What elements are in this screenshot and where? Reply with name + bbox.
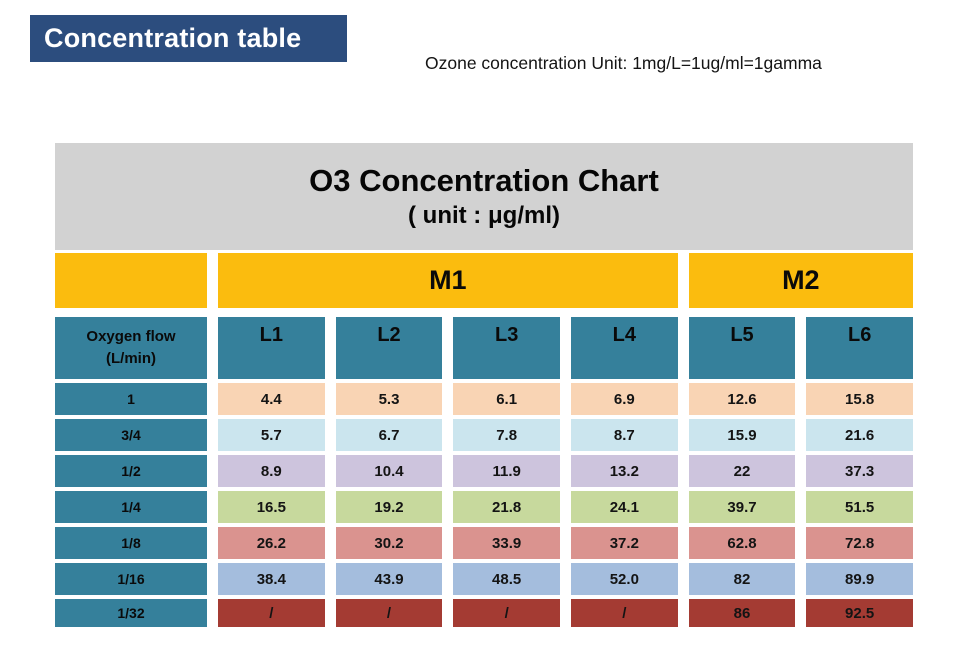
group-header-m2: M2 (688, 253, 913, 308)
value-cell: 8.7 (570, 419, 678, 451)
value-cell: / (218, 599, 325, 627)
value-cell: 15.8 (806, 383, 913, 415)
value-cell: / (453, 599, 560, 627)
column-header-l3: L3 (453, 317, 560, 379)
row-label: 1/4 (55, 491, 207, 523)
value-cell: 21.8 (453, 491, 560, 523)
table-row: 1/2 8.9 10.4 11.9 13.2 22 37.3 (55, 455, 913, 487)
table-row: 1/32 / / / / 86 92.5 (55, 599, 913, 627)
row-label: 1 (55, 383, 207, 415)
value-cell: 6.7 (335, 419, 443, 451)
value-cell: 7.8 (453, 419, 560, 451)
value-cell: 24.1 (570, 491, 678, 523)
value-cell: 26.2 (218, 527, 325, 559)
table-header: O3 Concentration Chart ( unit : μg/ml) (55, 143, 913, 250)
value-cell: 39.7 (688, 491, 796, 523)
value-cell: 13.2 (570, 455, 678, 487)
table-subtitle: ( unit : μg/ml) (408, 202, 560, 229)
value-cell: 33.9 (453, 527, 560, 559)
value-cell: 6.1 (453, 383, 560, 415)
value-cell: 37.2 (570, 527, 678, 559)
row-label: 3/4 (55, 419, 207, 451)
value-cell: 48.5 (453, 563, 560, 595)
unit-note: Ozone concentration Unit: 1mg/L=1ug/ml=1… (425, 53, 822, 73)
corner-header-line1: Oxygen flow (86, 328, 176, 346)
value-cell: 4.4 (218, 383, 325, 415)
slide-title-banner: Concentration table (30, 15, 347, 62)
slide-title: Concentration table (44, 23, 302, 53)
column-header-l1: L1 (218, 317, 325, 379)
value-cell: 52.0 (570, 563, 678, 595)
value-cell: 16.5 (218, 491, 325, 523)
value-cell: 72.8 (806, 527, 913, 559)
table-row: 1/4 16.5 19.2 21.8 24.1 39.7 51.5 (55, 491, 913, 523)
concentration-table: O3 Concentration Chart ( unit : μg/ml) M… (55, 143, 913, 627)
value-cell: 8.9 (218, 455, 325, 487)
value-cell: 51.5 (806, 491, 913, 523)
column-header-l4: L4 (570, 317, 678, 379)
value-cell: 12.6 (688, 383, 796, 415)
table-row: 3/4 5.7 6.7 7.8 8.7 15.9 21.6 (55, 419, 913, 451)
corner-header: Oxygen flow (L/min) (55, 317, 207, 379)
table-row: 1/8 26.2 30.2 33.9 37.2 62.8 72.8 (55, 527, 913, 559)
column-header-l2: L2 (335, 317, 443, 379)
value-cell: 21.6 (806, 419, 913, 451)
value-cell: 30.2 (335, 527, 443, 559)
value-cell: 43.9 (335, 563, 443, 595)
corner-header-line2: (L/min) (106, 350, 156, 367)
value-cell: 10.4 (335, 455, 443, 487)
value-cell: 6.9 (570, 383, 678, 415)
value-cell: 89.9 (806, 563, 913, 595)
value-cell: 11.9 (453, 455, 560, 487)
value-cell: 15.9 (688, 419, 796, 451)
value-cell: 38.4 (218, 563, 325, 595)
value-cell: 5.7 (218, 419, 325, 451)
value-cell: 62.8 (688, 527, 796, 559)
table-title: O3 Concentration Chart (309, 163, 659, 198)
table-row: 1/16 38.4 43.9 48.5 52.0 82 89.9 (55, 563, 913, 595)
value-cell: 82 (688, 563, 796, 595)
row-label: 1/2 (55, 455, 207, 487)
value-cell: 22 (688, 455, 796, 487)
value-cell: / (570, 599, 678, 627)
column-header-l5: L5 (688, 317, 796, 379)
value-cell: 19.2 (335, 491, 443, 523)
row-label: 1/32 (55, 599, 207, 627)
row-label: 1/16 (55, 563, 207, 595)
value-cell: 92.5 (806, 599, 913, 627)
value-cell: / (335, 599, 443, 627)
value-cell: 5.3 (335, 383, 443, 415)
value-cell: 37.3 (806, 455, 913, 487)
group-header-row: M1 M2 (55, 253, 913, 308)
column-header-row: Oxygen flow (L/min) L1 L2 L3 L4 L5 L6 (55, 317, 913, 379)
table-row: 1 4.4 5.3 6.1 6.9 12.6 15.8 (55, 383, 913, 415)
column-header-l6: L6 (806, 317, 913, 379)
group-header-corner (55, 253, 207, 308)
value-cell: 86 (688, 599, 796, 627)
row-label: 1/8 (55, 527, 207, 559)
group-header-m1: M1 (218, 253, 678, 308)
